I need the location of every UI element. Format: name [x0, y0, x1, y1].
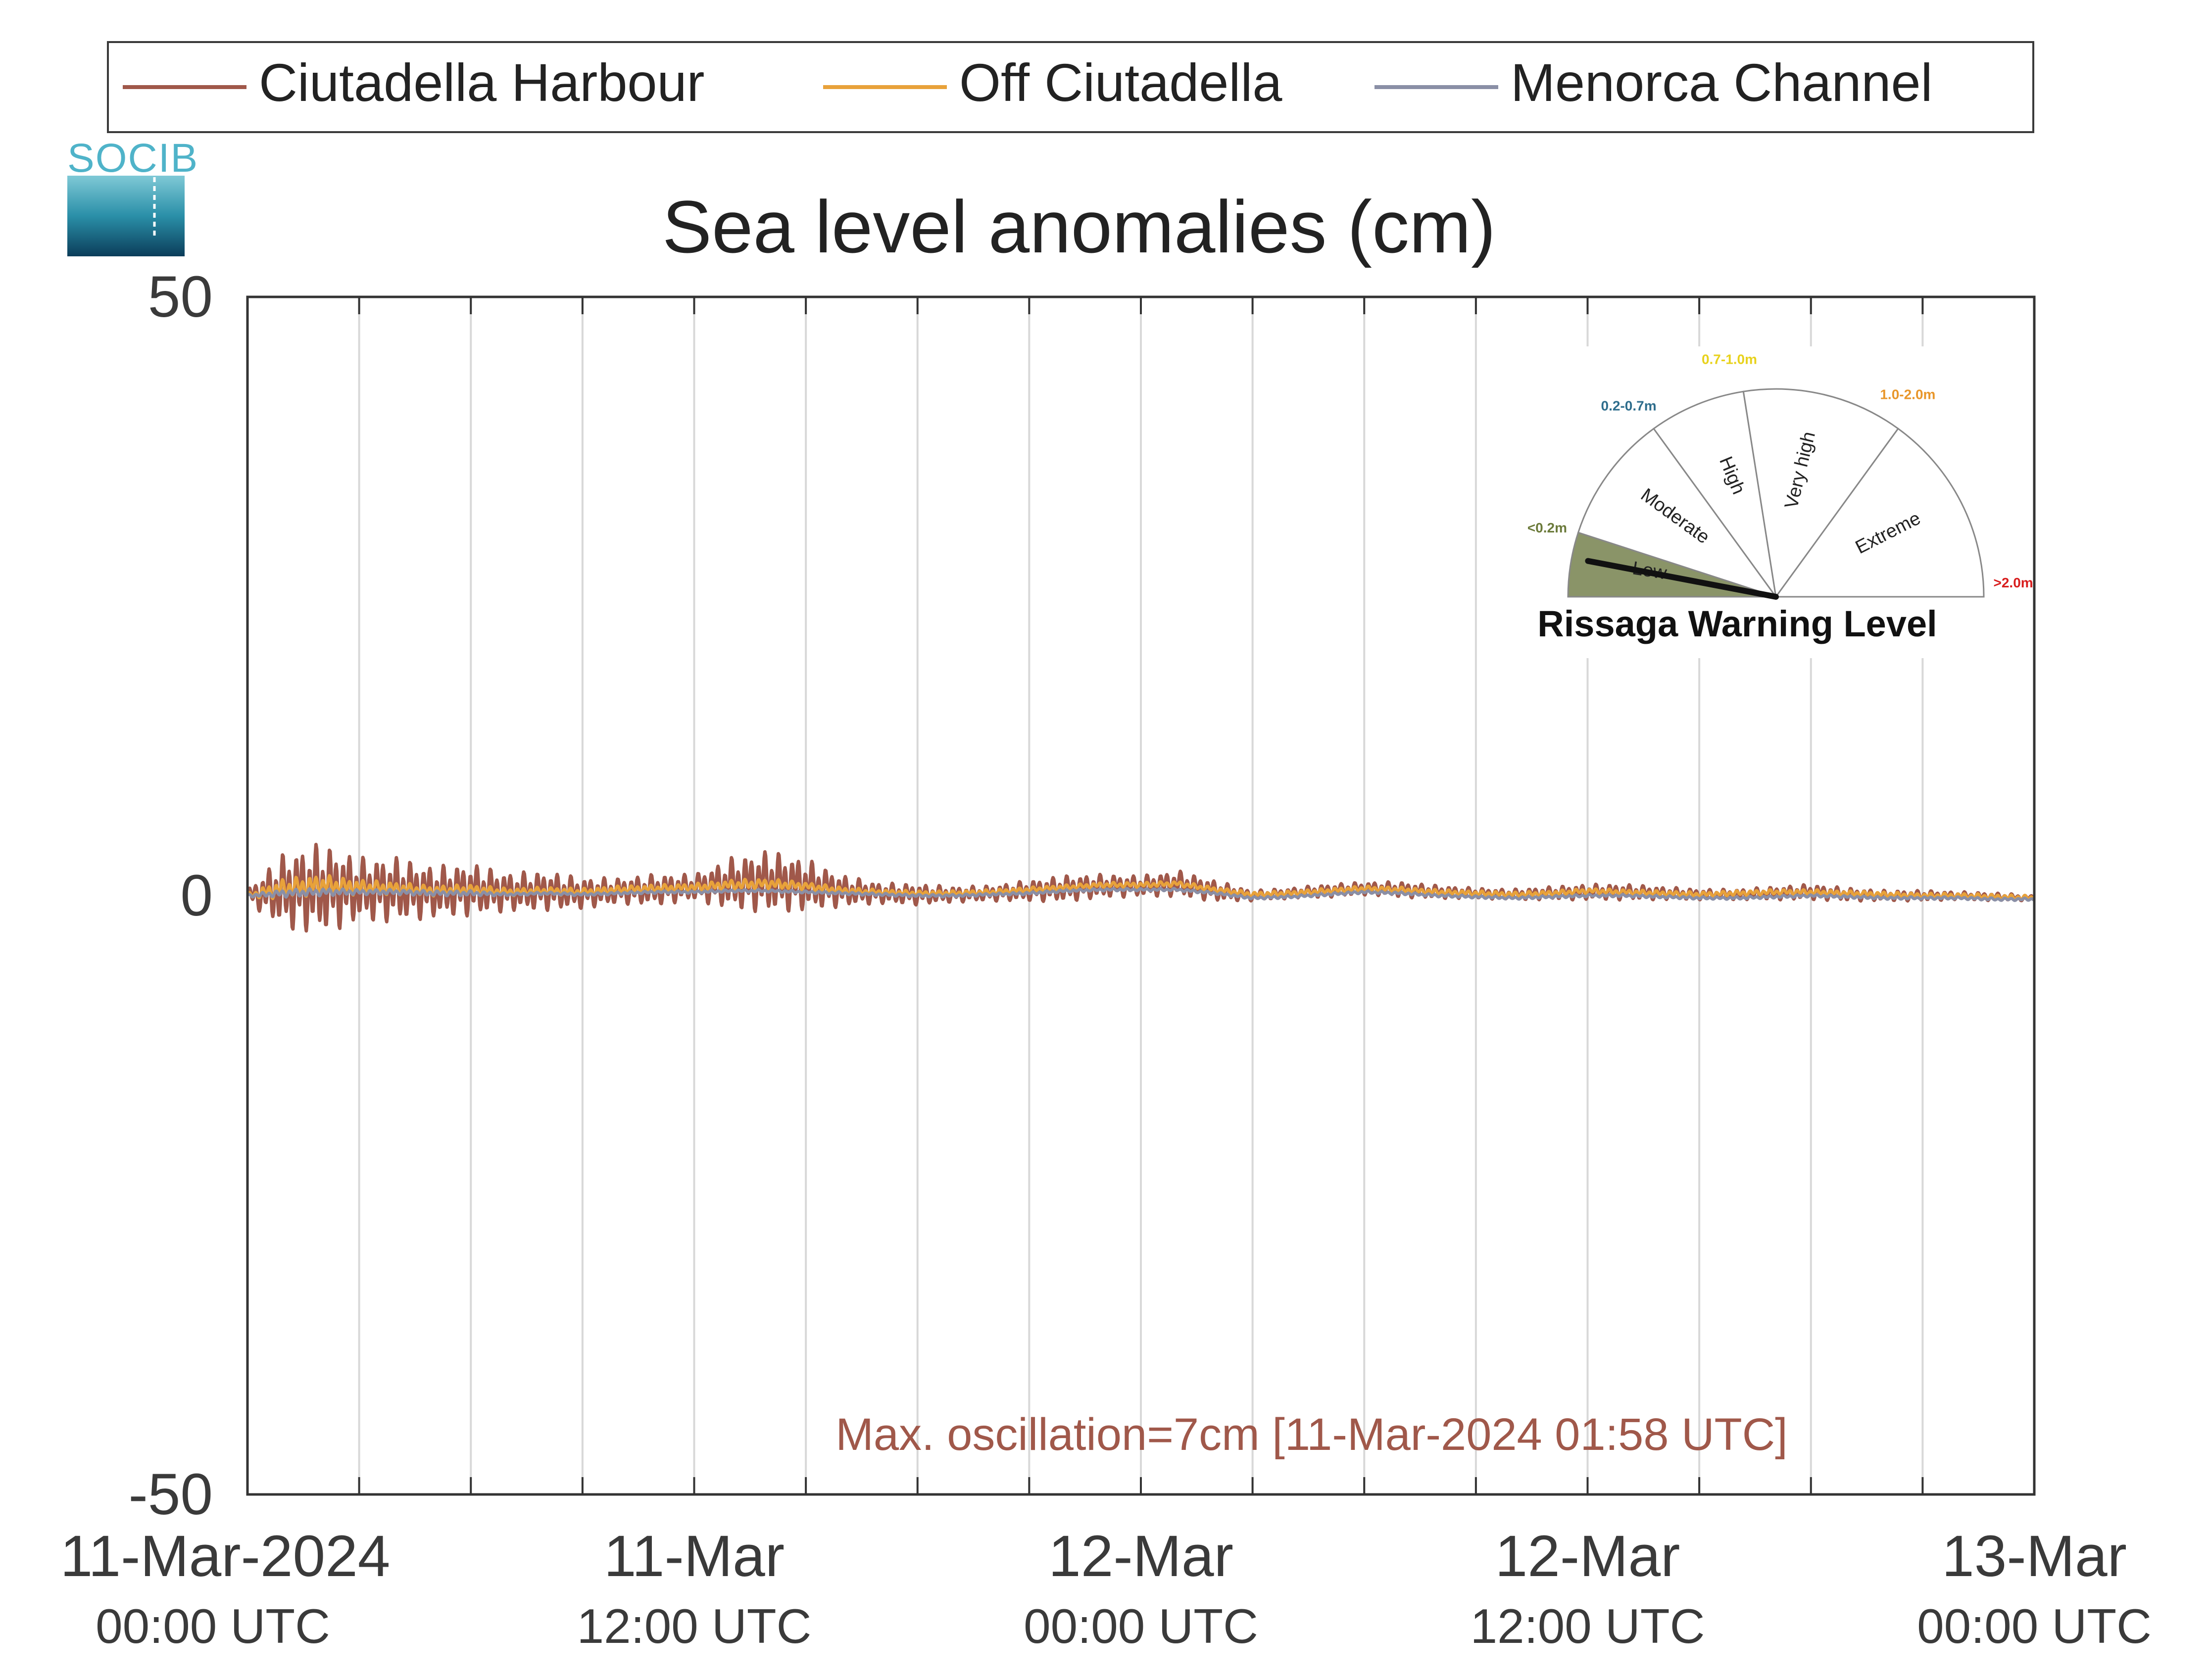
- series-line-1: [247, 874, 2034, 902]
- x-tick-label-date: 12-Mar: [1495, 1524, 1680, 1589]
- legend-label-0: Ciutadella Harbour: [259, 52, 705, 112]
- x-tick-label-date: 11-Mar-2024: [60, 1524, 391, 1589]
- legend-label-2: Menorca Channel: [1511, 52, 1933, 112]
- gauge-band-very-high: [1742, 388, 1899, 599]
- legend: Ciutadella Harbour Off Ciutadella Menorca …: [107, 41, 2034, 133]
- legend-box: [107, 41, 2034, 133]
- gauge-range-label: 1.0-2.0m: [1880, 387, 1935, 402]
- x-tick-label-date: 13-Mar: [1942, 1524, 2127, 1589]
- gauge-band-moderate: [1577, 428, 1778, 598]
- x-tick-label-time: 12:00 UTC: [577, 1599, 812, 1653]
- data-series: [247, 843, 2034, 933]
- gauge-band-extreme: [1774, 428, 1985, 598]
- y-tick-label: -50: [128, 1462, 213, 1527]
- x-tick-label-date: 12-Mar: [1048, 1524, 1233, 1589]
- x-tick-label-time: 00:00 UTC: [1024, 1599, 1258, 1653]
- x-axis: 11-Mar-2024 00:00 UTC 11-Mar 12:00 UTC 12-Ma…: [60, 1524, 2152, 1653]
- chart-title: Sea level anomalies (cm): [662, 185, 1496, 268]
- gauge-range-label: >2.0m: [1994, 575, 2033, 590]
- series-line-2: [247, 887, 2034, 902]
- max-oscillation-annotation: Max. oscillation=7cm [11-Mar-2024 01:58 …: [835, 1409, 1787, 1460]
- y-axis: 50 0 -50: [128, 264, 213, 1527]
- y-tick-label: 50: [148, 264, 213, 330]
- x-tick-label-time: 00:00 UTC: [1917, 1599, 2152, 1653]
- rissaga-warning-gauge: Low<0.2mModerate0.2-0.7mHigh0.7-1.0mVery…: [1495, 346, 2033, 658]
- gauge-range-label: <0.2m: [1527, 520, 1567, 535]
- gauge-title: Rissaga Warning Level: [1537, 603, 1937, 644]
- gauge-range-label: 0.7-1.0m: [1702, 351, 1757, 367]
- x-tick-label-time: 00:00 UTC: [96, 1599, 330, 1653]
- gauge-range-label: 0.2-0.7m: [1601, 398, 1657, 413]
- x-tick-label-time: 12:00 UTC: [1471, 1599, 1705, 1653]
- socib-logo: SOCIB: [67, 136, 198, 256]
- plot-frame: [246, 295, 2036, 1496]
- legend-label-1: Off Ciutadella: [959, 52, 1282, 112]
- gauge-band-high: [1653, 390, 1777, 597]
- y-tick-label: 0: [180, 863, 213, 928]
- socib-logo-block: [67, 176, 185, 256]
- socib-logo-text: SOCIB: [67, 136, 198, 181]
- gauge-needle: [1585, 558, 1779, 600]
- x-tick-label-date: 11-Mar: [604, 1524, 785, 1589]
